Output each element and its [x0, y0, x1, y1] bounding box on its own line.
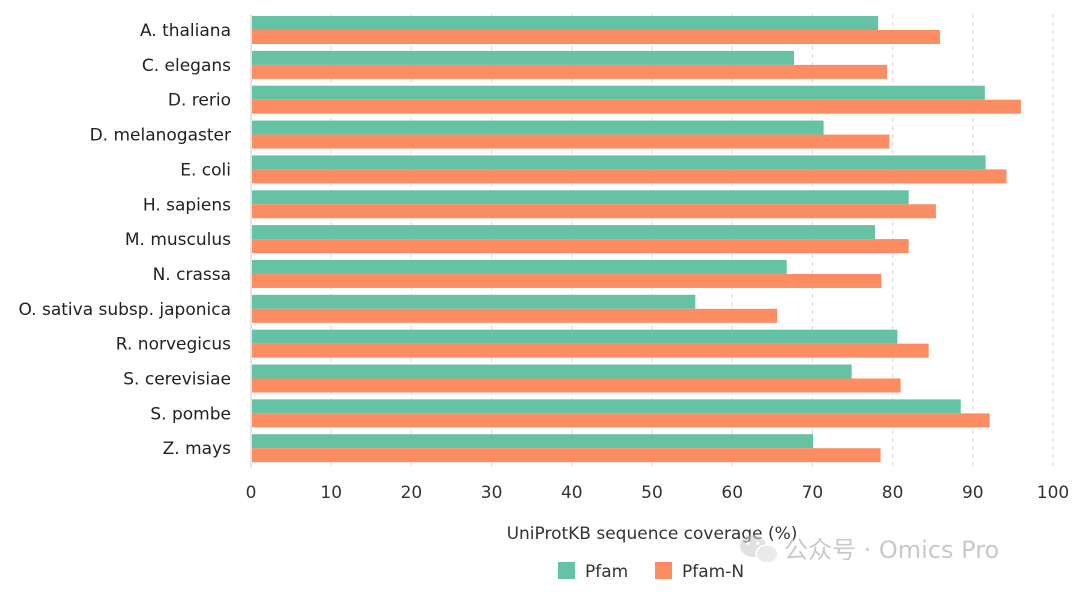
x-tick-label: 90	[962, 483, 984, 503]
bar-pfam	[252, 120, 824, 135]
bar-pfam-n	[252, 448, 881, 463]
bar-pfam-n	[252, 204, 936, 219]
bar-pfam-n	[252, 30, 940, 44]
x-tick-label: 60	[721, 483, 743, 503]
x-tick-label: 20	[401, 483, 423, 503]
bar-pfam-n	[252, 378, 901, 393]
watermark-text: 公众号 · Omics Pro	[784, 536, 999, 564]
x-tick-label: 80	[882, 483, 904, 503]
bar-pfam	[252, 329, 898, 344]
bar-pfam-n	[252, 64, 887, 79]
x-tick-labels: 0 10 20 30 40 50 60 70 80 90 100	[246, 483, 1070, 503]
legend-swatch-pfam	[558, 562, 575, 579]
wechat-icon	[740, 535, 779, 564]
category-label: A. thaliana	[140, 21, 231, 41]
category-label: R. norvegicus	[116, 335, 231, 355]
x-tick-label: 100	[1037, 483, 1069, 503]
bars	[252, 16, 1021, 463]
bar-pfam	[252, 85, 985, 100]
bar-pfam	[252, 364, 852, 379]
bar-pfam	[252, 190, 909, 205]
x-tick-label: 10	[320, 483, 342, 503]
category-label: N. crassa	[153, 265, 231, 285]
bar-pfam-n	[252, 343, 929, 358]
x-tick-label: 30	[481, 483, 503, 503]
bar-pfam-n	[252, 99, 1021, 114]
bar-pfam-n	[252, 308, 778, 323]
bar-pfam	[252, 16, 879, 30]
category-label: H. sapiens	[143, 195, 231, 215]
category-label: D. melanogaster	[90, 126, 231, 146]
bar-pfam	[252, 50, 794, 65]
watermark: 公众号 · Omics Pro	[740, 535, 999, 564]
bar-pfam	[252, 155, 986, 170]
x-axis-title: UniProtKB sequence coverage (%)	[507, 524, 798, 544]
bar-pfam-n	[252, 239, 909, 254]
legend-label-pfam-n: Pfam-N	[682, 562, 744, 582]
category-label: O. sativa subsp. japonica	[18, 300, 231, 320]
category-label: E. coli	[180, 160, 231, 180]
category-label: S. cerevisiae	[123, 370, 231, 390]
bar-pfam	[252, 225, 875, 240]
legend: Pfam Pfam-N	[558, 562, 744, 582]
x-tick-label: 40	[561, 483, 583, 503]
x-tick-label: 50	[641, 483, 663, 503]
bar-pfam-n	[252, 169, 1007, 184]
category-label: M. musculus	[125, 230, 231, 250]
bar-pfam	[252, 399, 961, 414]
category-label: D. rerio	[168, 91, 231, 111]
category-labels: A. thaliana C. elegans D. rerio D. melanoga…	[18, 21, 231, 459]
bar-pfam	[252, 434, 814, 449]
legend-label-pfam: Pfam	[585, 562, 628, 582]
x-tick-label: 70	[802, 483, 824, 503]
category-label: C. elegans	[142, 56, 231, 76]
bar-pfam-n	[252, 413, 990, 428]
x-tick-label: 0	[246, 483, 257, 503]
category-label: S. pombe	[150, 404, 231, 424]
bar-pfam	[252, 294, 696, 309]
legend-swatch-pfam-n	[655, 562, 672, 579]
bar-pfam	[252, 259, 787, 274]
category-label: Z. mays	[163, 439, 231, 459]
bar-pfam-n	[252, 134, 890, 149]
bar-pfam-n	[252, 273, 882, 288]
